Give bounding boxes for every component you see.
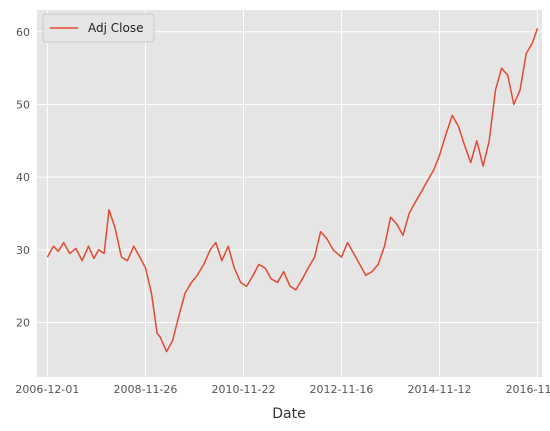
y-tick-label: 20 [16,316,30,329]
x-axis-label: Date [272,406,305,422]
x-tick-label: 2012-11-16 [309,383,373,396]
x-tick-label: 2008-11-26 [113,383,177,396]
y-tick-label: 30 [16,244,30,257]
x-tick-label: 2016-11-07 [506,383,550,396]
legend-label: Adj Close [88,21,143,35]
legend: Adj Close [43,14,154,42]
x-tick-label: 2010-11-22 [212,383,276,396]
x-tick-label: 2006-12-01 [15,383,79,396]
y-tick-label: 60 [16,26,30,39]
y-tick-labels: 20 30 40 50 60 [16,26,30,330]
x-tick-label: 2014-11-12 [408,383,472,396]
x-tick-labels: 2006-12-01 2008-11-26 2010-11-22 2012-11-16… [15,383,550,396]
y-tick-label: 40 [16,171,30,184]
y-tick-label: 50 [16,98,30,111]
plot-background [37,10,542,377]
